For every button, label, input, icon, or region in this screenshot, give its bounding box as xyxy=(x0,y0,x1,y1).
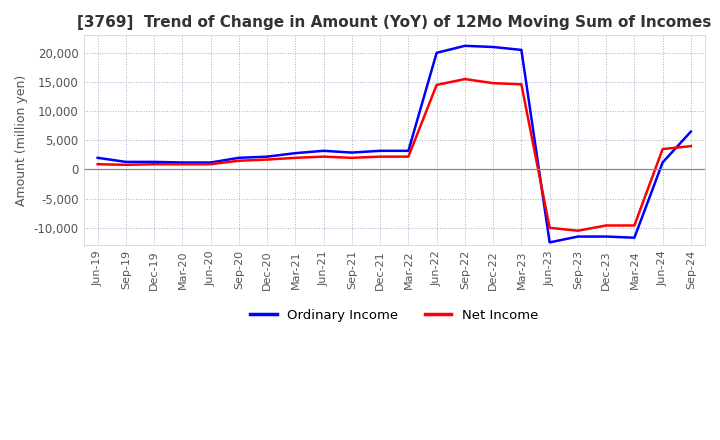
Ordinary Income xyxy=(432,50,441,55)
Ordinary Income xyxy=(489,44,498,50)
Net Income xyxy=(432,82,441,88)
Ordinary Income xyxy=(207,160,215,165)
Ordinary Income xyxy=(291,150,300,156)
Net Income xyxy=(404,154,413,159)
Net Income xyxy=(545,225,554,231)
Net Income xyxy=(461,77,469,82)
Ordinary Income xyxy=(235,155,243,161)
Ordinary Income xyxy=(348,150,356,155)
Ordinary Income xyxy=(178,160,186,165)
Y-axis label: Amount (million yen): Amount (million yen) xyxy=(15,75,28,206)
Line: Ordinary Income: Ordinary Income xyxy=(98,46,691,242)
Net Income xyxy=(574,228,582,233)
Net Income xyxy=(291,155,300,161)
Ordinary Income xyxy=(602,234,611,239)
Net Income xyxy=(122,162,130,168)
Net Income xyxy=(489,81,498,86)
Net Income xyxy=(348,155,356,161)
Ordinary Income xyxy=(94,155,102,161)
Net Income xyxy=(263,157,271,162)
Ordinary Income xyxy=(263,154,271,159)
Ordinary Income xyxy=(574,234,582,239)
Ordinary Income xyxy=(376,148,384,154)
Ordinary Income xyxy=(461,43,469,48)
Net Income xyxy=(630,223,639,228)
Net Income xyxy=(602,223,611,228)
Title: [3769]  Trend of Change in Amount (YoY) of 12Mo Moving Sum of Incomes: [3769] Trend of Change in Amount (YoY) o… xyxy=(77,15,711,30)
Net Income xyxy=(517,82,526,87)
Net Income xyxy=(687,143,696,149)
Net Income xyxy=(150,161,158,167)
Ordinary Income xyxy=(320,148,328,154)
Net Income xyxy=(178,161,186,167)
Net Income xyxy=(658,147,667,152)
Net Income xyxy=(376,154,384,159)
Net Income xyxy=(207,161,215,167)
Net Income xyxy=(235,158,243,163)
Legend: Ordinary Income, Net Income: Ordinary Income, Net Income xyxy=(245,303,544,327)
Ordinary Income xyxy=(122,159,130,165)
Ordinary Income xyxy=(630,235,639,240)
Ordinary Income xyxy=(517,47,526,52)
Ordinary Income xyxy=(687,129,696,134)
Ordinary Income xyxy=(545,240,554,245)
Ordinary Income xyxy=(150,159,158,165)
Ordinary Income xyxy=(658,160,667,165)
Line: Net Income: Net Income xyxy=(98,79,691,231)
Net Income xyxy=(94,161,102,167)
Ordinary Income xyxy=(404,148,413,154)
Net Income xyxy=(320,154,328,159)
